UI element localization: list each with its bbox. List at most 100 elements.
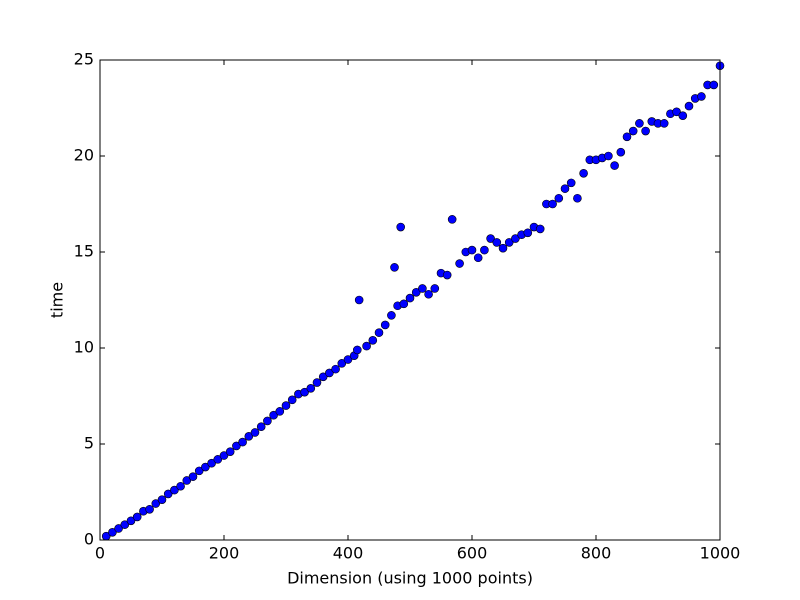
point — [275, 407, 285, 416]
point — [473, 253, 483, 263]
point — [579, 168, 588, 178]
point — [709, 80, 719, 90]
point — [287, 395, 297, 405]
point — [368, 336, 378, 345]
point — [201, 462, 210, 472]
point — [157, 495, 167, 504]
point — [244, 432, 254, 441]
point — [213, 455, 223, 464]
point — [114, 524, 123, 533]
point — [256, 422, 266, 432]
point — [684, 101, 694, 111]
point — [498, 243, 508, 253]
point — [411, 288, 421, 297]
point — [659, 119, 669, 128]
point — [424, 289, 433, 299]
y-tick-label: 10 — [74, 338, 94, 357]
point — [182, 476, 192, 485]
point — [269, 410, 278, 420]
point — [337, 359, 347, 368]
point — [641, 126, 650, 136]
point — [151, 499, 161, 508]
point — [126, 516, 136, 526]
y-tick-label: 5 — [84, 434, 94, 453]
point — [616, 147, 626, 157]
point — [120, 520, 130, 529]
point — [281, 401, 291, 410]
y-axis-label: time — [48, 282, 67, 318]
point — [207, 458, 216, 468]
point — [306, 384, 316, 393]
point — [194, 466, 204, 476]
point — [511, 234, 520, 243]
point — [486, 234, 495, 243]
point — [492, 238, 502, 247]
point — [635, 119, 644, 128]
point — [548, 199, 557, 209]
point — [325, 368, 334, 378]
point — [390, 263, 399, 272]
point — [170, 485, 179, 495]
point — [145, 504, 154, 514]
point — [672, 107, 681, 117]
point — [132, 512, 142, 522]
x-axis-label: Dimension (using 1000 points) — [287, 569, 533, 588]
point — [504, 238, 514, 247]
x-tick-label: 1000 — [700, 544, 741, 563]
point — [560, 184, 570, 193]
point — [396, 222, 406, 232]
point — [108, 528, 117, 537]
point — [604, 151, 613, 161]
point — [176, 481, 185, 491]
point — [352, 345, 362, 355]
point — [374, 328, 384, 337]
point — [455, 259, 464, 268]
point — [263, 416, 272, 426]
point — [219, 451, 229, 460]
point — [354, 295, 364, 305]
point — [480, 245, 489, 255]
point — [554, 193, 564, 203]
point — [697, 92, 706, 101]
point — [610, 161, 619, 170]
y-tick-label: 0 — [84, 530, 94, 549]
point — [232, 441, 241, 451]
point — [430, 284, 440, 293]
x-tick-label: 0 — [95, 544, 105, 563]
point — [418, 284, 427, 293]
point — [225, 447, 235, 456]
y-tick-label: 15 — [74, 242, 94, 261]
point — [467, 245, 477, 255]
point — [188, 472, 198, 481]
point — [442, 270, 452, 280]
point — [250, 428, 260, 437]
plot-frame — [99, 59, 721, 541]
x-tick-label: 800 — [581, 544, 612, 563]
point — [163, 489, 173, 499]
point — [300, 387, 309, 397]
point — [622, 132, 632, 142]
point — [331, 364, 340, 374]
y-tick-label: 25 — [74, 50, 94, 69]
point — [362, 341, 371, 351]
point — [405, 293, 415, 303]
point — [628, 126, 638, 136]
point — [447, 215, 457, 224]
x-tick-label: 200 — [209, 544, 240, 563]
point — [318, 372, 328, 382]
x-tick-label: 600 — [457, 544, 488, 563]
point — [399, 299, 409, 309]
point — [312, 378, 322, 387]
y-tick-label: 20 — [74, 146, 94, 165]
point — [535, 224, 545, 234]
point — [343, 355, 353, 364]
point — [678, 111, 688, 120]
x-tick-label: 400 — [333, 544, 364, 563]
point — [566, 178, 576, 188]
point — [573, 193, 582, 203]
point — [387, 311, 396, 320]
point — [523, 228, 533, 238]
point — [238, 437, 247, 447]
